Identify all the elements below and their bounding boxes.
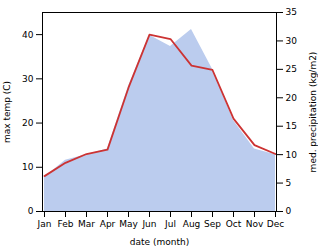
svg-text:Sep: Sep <box>204 219 221 229</box>
svg-text:Dec: Dec <box>267 219 284 229</box>
svg-text:May: May <box>119 219 138 229</box>
svg-text:0: 0 <box>28 206 34 216</box>
svg-text:max temp (C): max temp (C) <box>2 81 12 143</box>
svg-text:10: 10 <box>22 162 34 172</box>
svg-text:Jun: Jun <box>141 219 156 229</box>
svg-text:35: 35 <box>286 7 297 17</box>
svg-text:Oct: Oct <box>226 219 242 229</box>
svg-text:Aug: Aug <box>183 219 201 229</box>
svg-text:Apr: Apr <box>100 219 116 229</box>
svg-text:20: 20 <box>286 93 298 103</box>
svg-text:20: 20 <box>22 118 34 128</box>
svg-text:Nov: Nov <box>246 219 264 229</box>
svg-text:5: 5 <box>286 178 292 188</box>
svg-text:med. precipitation (kg/m2): med. precipitation (kg/m2) <box>308 52 318 173</box>
svg-text:15: 15 <box>286 121 297 131</box>
svg-text:Feb: Feb <box>58 219 74 229</box>
svg-text:0: 0 <box>286 206 292 216</box>
svg-text:10: 10 <box>286 150 298 160</box>
svg-text:Mar: Mar <box>78 219 95 229</box>
svg-text:30: 30 <box>286 36 298 46</box>
svg-text:Jan: Jan <box>37 219 52 229</box>
svg-text:date (month): date (month) <box>130 237 189 247</box>
svg-text:40: 40 <box>22 29 34 39</box>
svg-text:25: 25 <box>286 64 297 74</box>
svg-text:30: 30 <box>22 74 34 84</box>
svg-text:Jul: Jul <box>164 219 176 229</box>
